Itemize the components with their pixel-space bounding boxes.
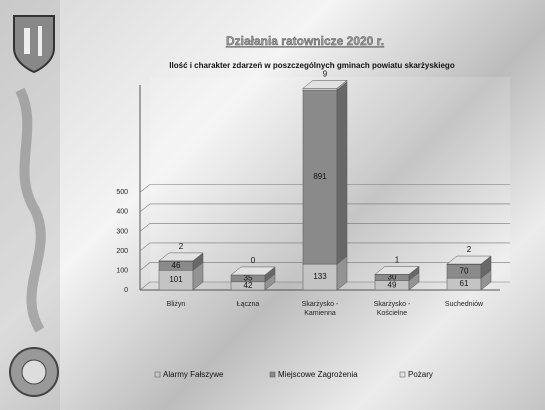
y-tick-label: 400 [116,209,128,216]
data-label: 30 [388,273,397,282]
bar-top [446,255,492,265]
grid-line [139,223,510,232]
data-label: 42 [244,281,253,290]
legend-label: Alarmy Fałszywe [163,370,224,379]
data-label: 49 [388,280,397,289]
legend-label: Pożary [408,370,433,379]
bar-segment [302,263,338,291]
bar-top [230,266,276,276]
data-label: 61 [460,279,469,288]
bar-side [336,81,348,265]
legend-swatch [154,371,161,378]
grid-line [139,242,510,252]
bar-segment [302,88,338,91]
x-tick-label: Bliżyn [166,301,186,308]
y-tick-label: 0 [124,287,128,294]
grid-line [139,262,510,271]
coat-detail [24,28,30,54]
data-label: 1 [395,255,400,264]
grid-line [139,203,510,213]
bar-top [158,252,204,262]
y-tick-label: 500 [116,189,128,196]
data-label: 35 [244,273,253,282]
x-tick-label: Skarżysko - Kościelne [373,301,411,317]
y-tick-label: 300 [116,228,128,235]
legend-label: Miejscowe Zagrożenia [278,370,358,379]
grid-line [139,184,510,193]
y-tick-label: 100 [116,267,128,274]
legend-swatch [269,371,276,378]
chart-subtitle: Ilość i charakter zdarzeń w poszczególny… [169,61,455,70]
legend-swatch [399,371,406,378]
emblem-inner [21,359,47,385]
data-label: 70 [460,266,469,275]
data-label: 0 [251,256,256,265]
decor-flame [15,87,46,333]
data-label: 2 [467,245,472,254]
data-label: 133 [313,272,327,281]
x-tick-label: Suchedniów [444,301,484,308]
x-tick-label: Łączna [236,301,260,308]
data-label: 46 [172,261,181,270]
coat-detail [38,26,42,56]
coat-of-arms [13,15,55,74]
data-label: 9 [323,69,328,78]
chart-title: Działania ratownicze 2020 r. [226,34,384,48]
bar-top [374,266,420,275]
data-label: 2 [179,242,184,251]
y-tick-label: 200 [116,248,128,255]
data-label: 891 [313,172,327,181]
bar-top [302,80,348,89]
data-label: 101 [169,275,183,284]
x-tick-label: Skarżysko - Kamienna [301,301,339,317]
